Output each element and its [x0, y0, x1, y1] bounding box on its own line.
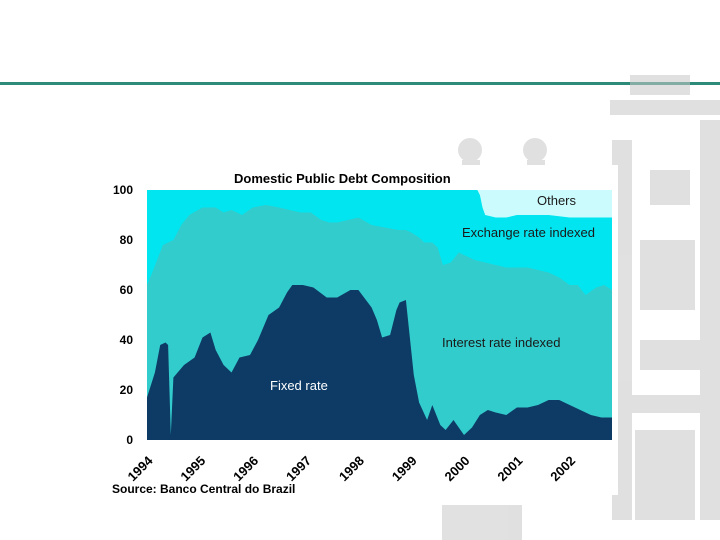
annotation-interest: Interest rate indexed: [442, 335, 561, 350]
y-tick-label: 20: [120, 383, 134, 397]
annotation-fixed: Fixed rate: [270, 378, 328, 393]
area-fixed: [147, 285, 612, 440]
y-tick-label: 0: [126, 433, 133, 447]
chart-title: Domestic Public Debt Composition: [234, 171, 451, 186]
source-note: Source: Banco Central do Brazil: [112, 482, 295, 496]
slide-divider: [0, 82, 720, 85]
y-tick-label: 60: [120, 283, 134, 297]
y-tick-label: 80: [120, 233, 134, 247]
y-tick-label: 40: [120, 333, 134, 347]
annotation-exchange: Exchange rate indexed: [462, 225, 595, 240]
y-tick-label: 100: [113, 183, 133, 197]
annotation-others: Others: [537, 193, 577, 208]
